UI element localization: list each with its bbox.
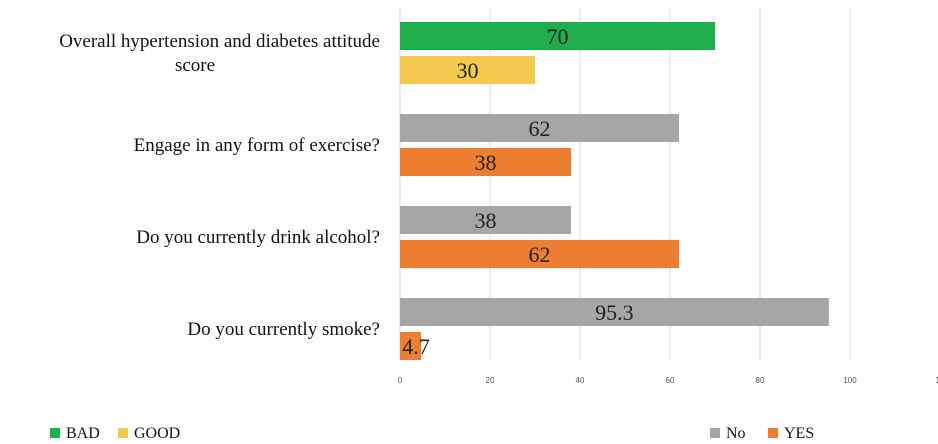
bar-no — [400, 206, 571, 234]
data-label: 38 — [475, 150, 497, 175]
data-label: 95.3 — [595, 300, 634, 325]
legends: BAD GOOD No YES — [50, 425, 814, 442]
data-label: 38 — [475, 208, 497, 233]
data-label: 70 — [547, 24, 569, 49]
bar-no — [400, 298, 829, 326]
x-tick-label: 100 — [843, 376, 857, 385]
bar-yes — [400, 332, 422, 360]
x-tick-label: 20 — [486, 376, 495, 385]
x-tick-label: 60 — [666, 376, 675, 385]
legend-label: BAD — [66, 425, 100, 442]
category-label: score — [175, 55, 215, 76]
data-label: 4.7 — [402, 334, 430, 359]
category-label: Overall hypertension and diabetes attitu… — [59, 31, 380, 52]
legend-label: GOOD — [134, 425, 180, 442]
x-tick-label: 80 — [756, 376, 765, 385]
data-label: 62 — [529, 242, 551, 267]
x-tick-label: 40 — [576, 376, 585, 385]
bar-bad — [400, 22, 715, 50]
bar-no — [400, 114, 679, 142]
category-label: Do you currently smoke? — [187, 319, 380, 340]
x-tick-label: 0 — [398, 376, 403, 385]
data-label: 62 — [529, 116, 551, 141]
legend-label: No — [726, 425, 746, 442]
legend-swatch-yes — [768, 428, 778, 438]
category-labels: Overall hypertension and diabetes attitu… — [59, 31, 380, 340]
bar-good — [400, 56, 535, 84]
x-tick-label: 12 — [936, 376, 938, 385]
legend-label: YES — [784, 425, 814, 442]
category-label: Do you currently drink alcohol? — [136, 227, 380, 248]
x-axis-ticks: 0 20 40 60 80 100 12 — [398, 376, 938, 385]
legend-swatch-bad — [50, 428, 60, 438]
bars — [400, 22, 829, 360]
category-label: Engage in any form of exercise? — [134, 135, 380, 156]
legend-swatch-no — [710, 428, 720, 438]
bar-yes — [400, 148, 571, 176]
data-label: 30 — [457, 58, 479, 83]
data-labels: 70 30 62 38 38 62 95.3 4.7 — [402, 24, 633, 359]
legend-swatch-good — [118, 428, 128, 438]
bar-yes — [400, 240, 679, 268]
